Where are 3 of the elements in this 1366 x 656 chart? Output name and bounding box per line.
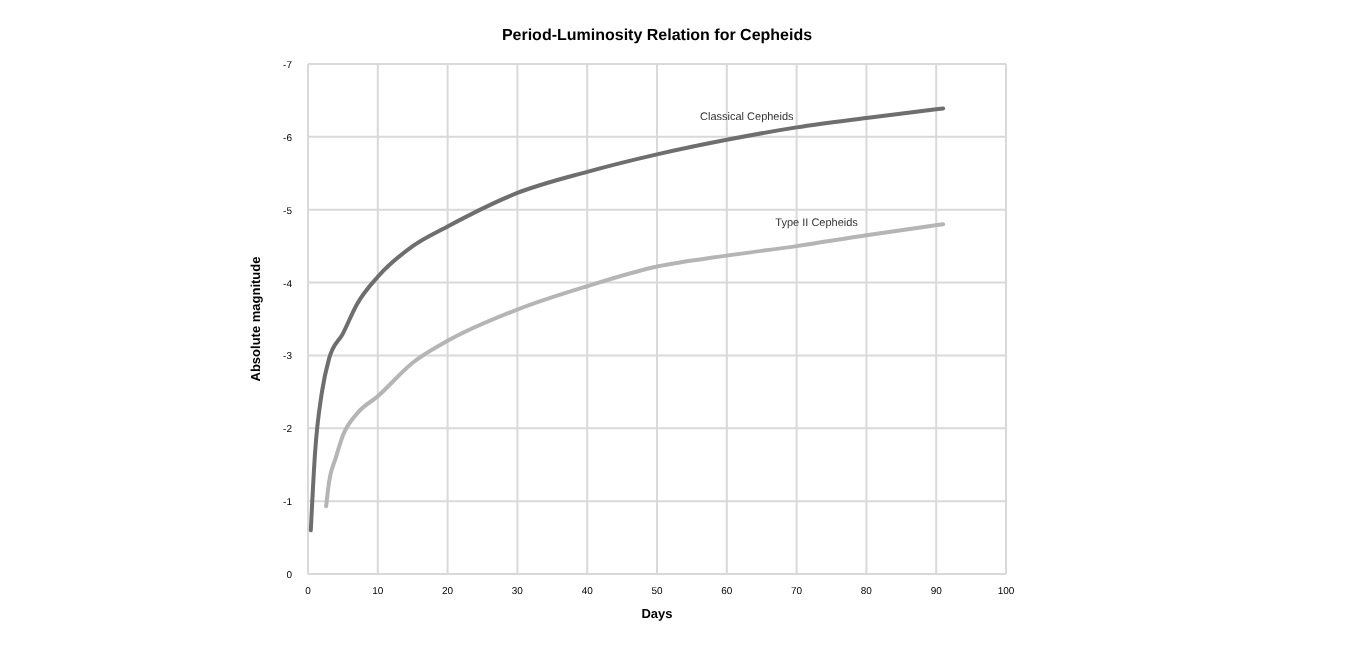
line-series <box>324 222 946 509</box>
line-series <box>308 106 946 533</box>
chart-title: Period-Luminosity Relation for Cepheids <box>501 26 814 44</box>
